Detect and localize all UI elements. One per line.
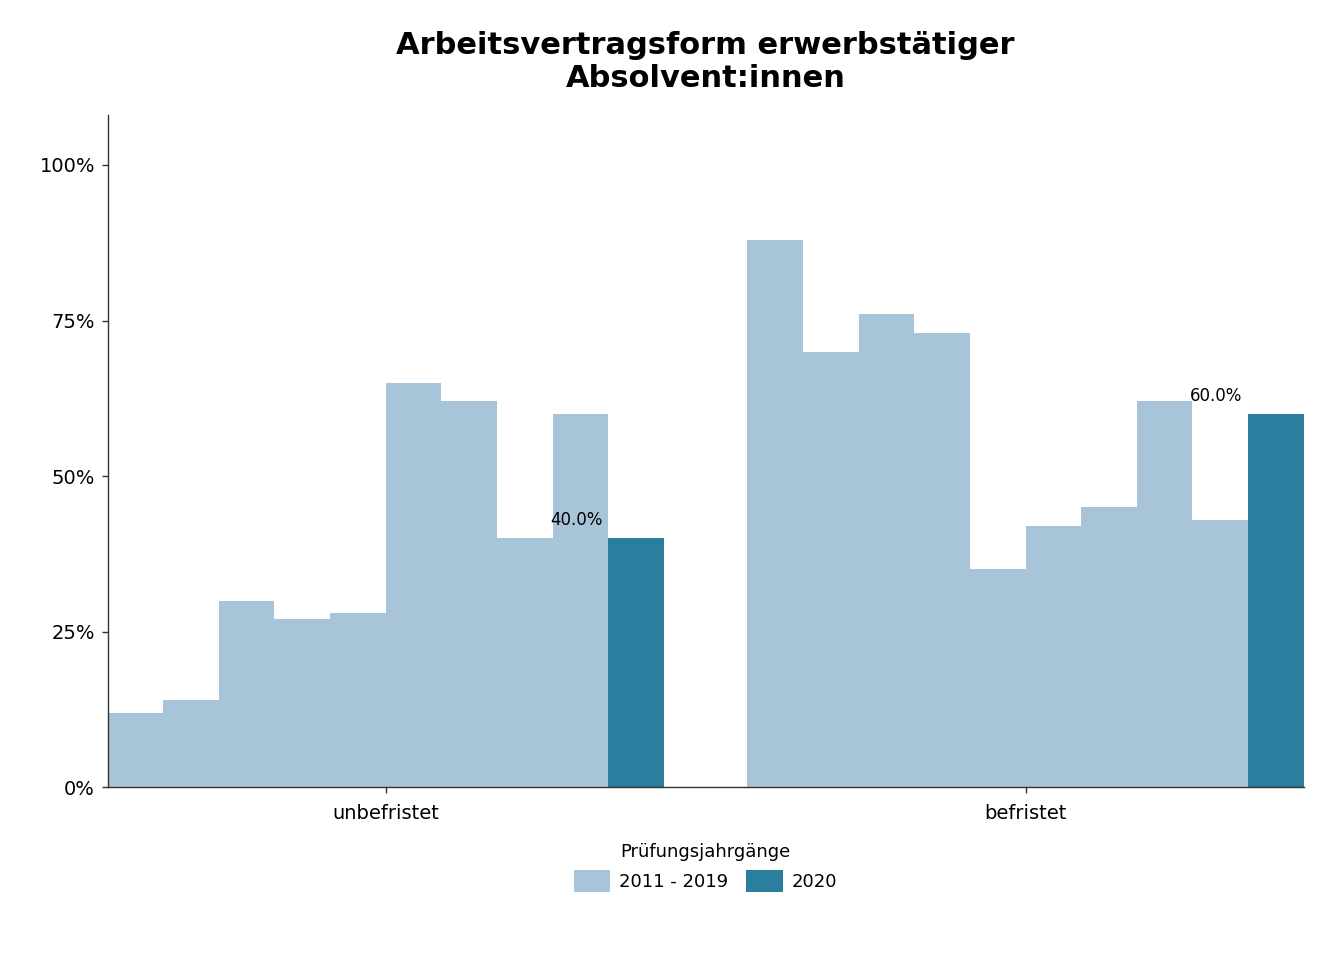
Legend: 2011 - 2019, 2020: 2011 - 2019, 2020 xyxy=(574,843,837,893)
Polygon shape xyxy=(609,539,664,787)
Polygon shape xyxy=(747,240,1249,787)
Title: Arbeitsvertragsform erwerbstätiger
Absolvent:innen: Arbeitsvertragsform erwerbstätiger Absol… xyxy=(396,31,1015,93)
Text: 60.0%: 60.0% xyxy=(1189,387,1242,404)
Text: 40.0%: 40.0% xyxy=(550,511,602,529)
Polygon shape xyxy=(108,383,609,787)
Polygon shape xyxy=(1249,414,1304,787)
